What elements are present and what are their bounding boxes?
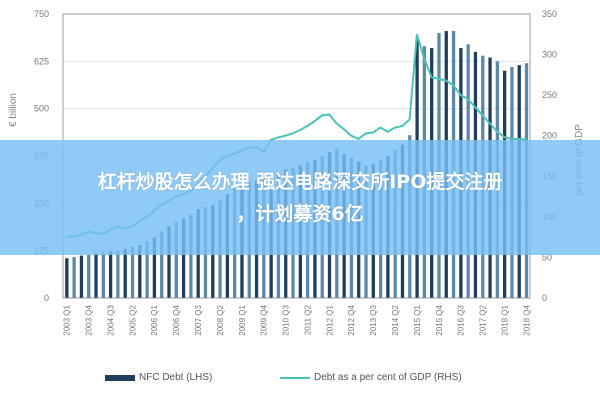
bar bbox=[145, 241, 149, 298]
y2-tick-label: 0 bbox=[542, 293, 547, 303]
bar bbox=[138, 244, 142, 298]
bar bbox=[123, 248, 127, 298]
x-tick-label: 2007 Q3 bbox=[194, 304, 203, 335]
x-tick-label: 2016 Q3 bbox=[457, 304, 466, 335]
x-tick-label: 2012 Q4 bbox=[347, 304, 356, 335]
x-tick-label: 2013 Q3 bbox=[369, 304, 378, 335]
bar bbox=[116, 250, 120, 298]
bar bbox=[130, 246, 135, 298]
bar bbox=[108, 251, 113, 298]
x-tick-label: 2017 Q2 bbox=[479, 304, 488, 335]
x-tick-label: 2015 Q4 bbox=[435, 304, 444, 335]
bar bbox=[181, 218, 186, 298]
bar bbox=[65, 258, 69, 298]
bar bbox=[152, 237, 157, 298]
x-tick-label: 2014 Q2 bbox=[391, 304, 400, 335]
x-tick-label: 2004 Q3 bbox=[106, 304, 115, 335]
x-tick-label: 2011 Q2 bbox=[303, 304, 312, 335]
x-tick-label: 2018 Q4 bbox=[522, 304, 531, 335]
y2-tick-label: 50 bbox=[542, 252, 552, 262]
y-tick-label: 625 bbox=[34, 56, 49, 66]
legend-item-nfc-debt: NFC Debt (LHS) bbox=[105, 372, 212, 383]
legend-label: Debt as a per cent of GDP (RHS) bbox=[314, 372, 462, 383]
headline-banner: 杠杆炒股怎么办理 强达电路深交所IPO提交注册 ，计划募资6亿 bbox=[0, 140, 600, 255]
x-tick-label: 2012 Q1 bbox=[325, 304, 334, 335]
y2-tick-label: 350 bbox=[542, 9, 557, 19]
legend-label: NFC Debt (LHS) bbox=[139, 372, 213, 383]
bar bbox=[174, 222, 178, 298]
x-tick-label: 2010 Q3 bbox=[282, 304, 291, 335]
bar bbox=[72, 257, 76, 298]
x-axis-ticks: 2003 Q1 2003 Q4 2004 Q3 2005 Q2 2006 Q1 2006 … bbox=[63, 304, 532, 335]
legend-item-debt-gdp: Debt as a per cent of GDP (RHS) bbox=[280, 372, 462, 383]
x-tick-label: 2006 Q1 bbox=[150, 304, 159, 335]
y-tick-label: 750 bbox=[34, 9, 49, 19]
headline-line-1: 杠杆炒股怎么办理 强达电路深交所IPO提交注册 bbox=[97, 170, 503, 193]
legend-swatch-line bbox=[280, 376, 310, 379]
bar bbox=[189, 214, 193, 298]
y2-tick-label: 250 bbox=[542, 90, 557, 100]
y-tick-label: 0 bbox=[44, 293, 49, 303]
x-tick-label: 2009 Q1 bbox=[238, 304, 247, 335]
x-tick-label: 2006 Q4 bbox=[172, 304, 181, 335]
bar bbox=[94, 253, 98, 298]
bar bbox=[160, 231, 164, 298]
bar bbox=[87, 254, 91, 298]
y-axis-left-label: € billion bbox=[8, 93, 19, 127]
x-tick-label: 2003 Q4 bbox=[85, 304, 94, 335]
y-tick-label: 500 bbox=[34, 104, 49, 114]
x-tick-label: 2008 Q2 bbox=[216, 304, 225, 335]
legend: NFC Debt (LHS) Debt as a per cent of GDP… bbox=[0, 372, 600, 392]
x-tick-label: 2005 Q2 bbox=[128, 304, 137, 335]
bar bbox=[79, 255, 84, 298]
headline-line-2: ，计划募资6亿 bbox=[236, 202, 364, 225]
y2-tick-label: 300 bbox=[542, 50, 557, 60]
x-tick-label: 2009 Q4 bbox=[260, 304, 269, 335]
y2-tick-label: 200 bbox=[542, 131, 557, 141]
bar bbox=[101, 252, 105, 298]
x-tick-label: 2018 Q1 bbox=[500, 304, 509, 335]
x-tick-label: 2003 Q1 bbox=[63, 304, 72, 335]
x-tick-label: 2015 Q1 bbox=[413, 304, 422, 335]
bar bbox=[167, 226, 171, 298]
legend-swatch-bar bbox=[105, 374, 135, 381]
